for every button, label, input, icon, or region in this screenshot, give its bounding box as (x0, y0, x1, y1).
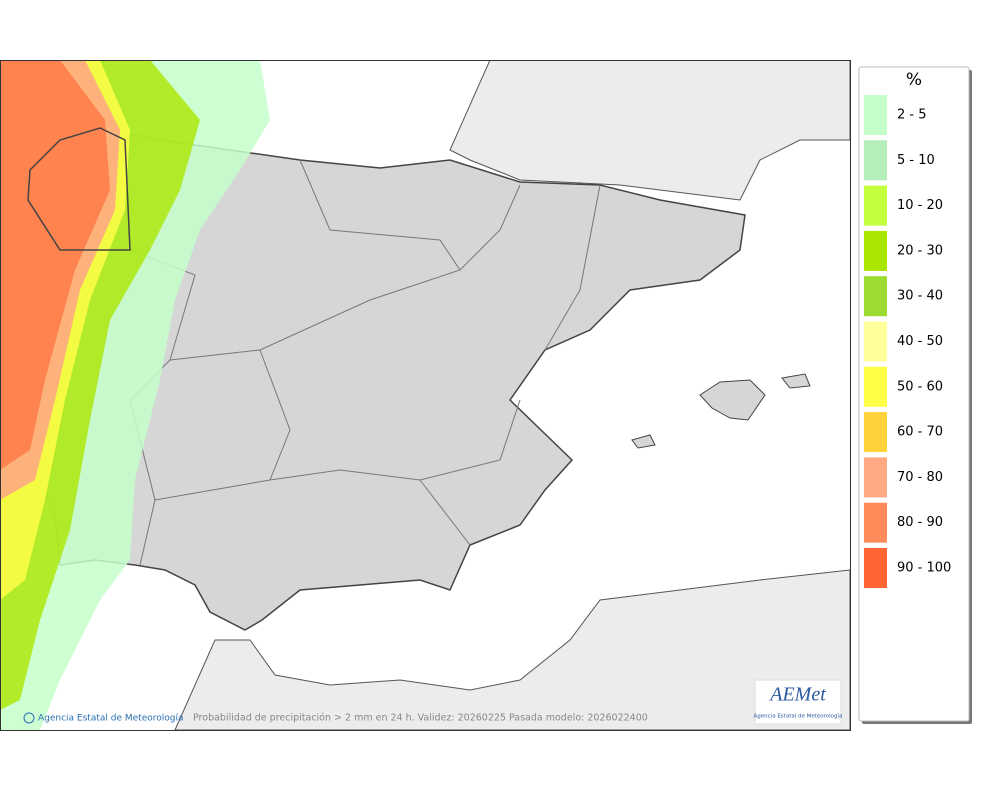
menorca (781, 373, 811, 389)
legend-label: 70 - 80 (897, 470, 943, 485)
legend-label: 30 - 40 (897, 289, 943, 304)
africa (174, 569, 850, 730)
legend-swatch (864, 185, 887, 226)
credit: Agencia Estatal de Meteorología (38, 714, 184, 724)
legend-label: 90 - 100 (897, 561, 951, 576)
legend-swatch (864, 548, 887, 588)
legend-swatch (864, 457, 887, 498)
legend-swatch (864, 230, 887, 271)
legend-label: 60 - 70 (897, 425, 943, 440)
legend-label: 10 - 20 (897, 198, 943, 213)
france (449, 61, 850, 201)
legend-label: 50 - 60 (897, 379, 943, 394)
legend-label: 80 - 90 (897, 515, 943, 530)
legend-swatch (864, 366, 887, 407)
legend-label: 20 - 30 (897, 243, 943, 258)
galicia-border (27, 127, 131, 251)
legend-swatch (864, 95, 887, 135)
map-frame (0, 60, 851, 731)
precip-area (1, 61, 110, 470)
legend-swatch (864, 412, 887, 453)
legend-title: % (906, 70, 922, 90)
logo-subtitle: Agencia Estatal de Meteorología (754, 713, 843, 720)
legend-swatch (864, 276, 887, 317)
legend-items: 2 - 5 5 - 10 10 - 20 20 - 30 30 - 40 40 - 50 5… (864, 95, 951, 588)
legend-label: 5 - 10 (897, 153, 935, 168)
legend-swatch (864, 140, 887, 181)
legend-label: 2 - 5 (897, 108, 927, 123)
logo (754, 679, 842, 725)
legend-swatch (864, 502, 887, 543)
legend-label: 40 - 50 (897, 334, 943, 349)
ibiza (631, 434, 656, 449)
caption: Probabilidad de precipitación > 2 mm en … (193, 713, 648, 724)
copyright-icon (23, 712, 35, 724)
legend-swatch (864, 321, 887, 362)
map (1, 61, 850, 730)
logo-name: AEMet (768, 684, 826, 706)
mallorca (699, 379, 766, 421)
